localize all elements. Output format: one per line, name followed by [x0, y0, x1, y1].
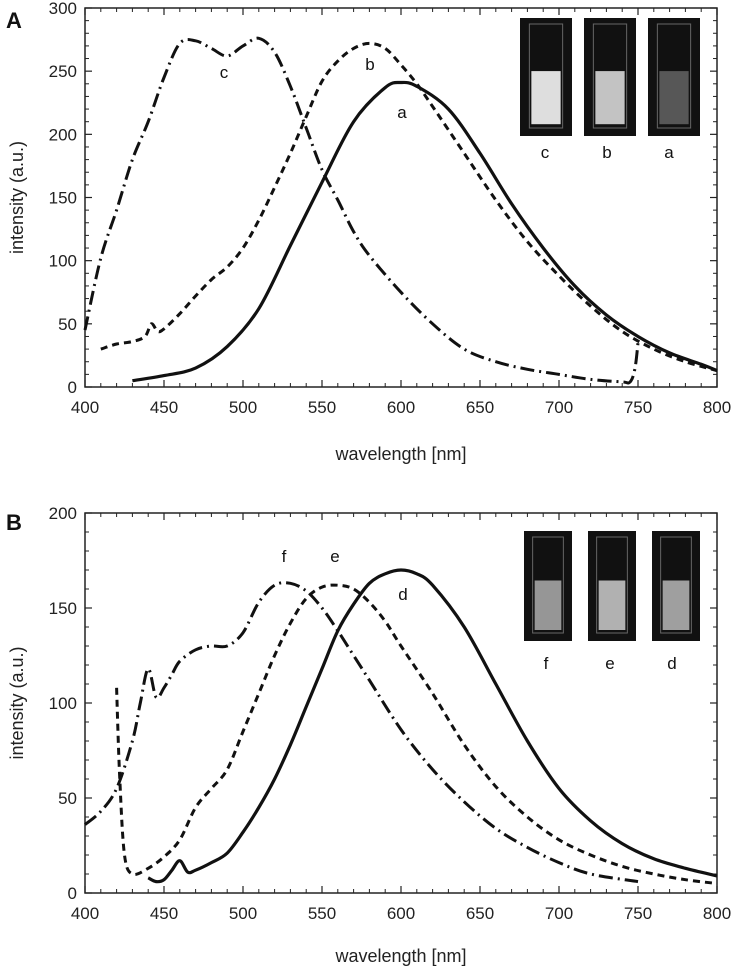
- cuvette-outline: [596, 536, 628, 634]
- cuvette-liquid: [662, 580, 690, 630]
- y-tick-label: 100: [49, 252, 77, 271]
- x-tick-label: 600: [387, 904, 415, 923]
- y-tick-label: 200: [49, 125, 77, 144]
- cuvette-label-d: d: [667, 654, 676, 673]
- y-tick-label: 100: [49, 694, 77, 713]
- series-label-e: e: [330, 547, 339, 566]
- x-tick-label: 400: [71, 398, 99, 417]
- x-tick-label: 550: [308, 904, 336, 923]
- series-label-f: f: [282, 547, 287, 566]
- cuvette-photo-e: e: [588, 531, 636, 673]
- series-line-e: [115, 583, 718, 885]
- x-tick-label: 550: [308, 398, 336, 417]
- y-tick-label: 50: [58, 789, 77, 808]
- x-axis-label: wavelength [nm]: [334, 444, 466, 464]
- cuvette-outline: [656, 23, 692, 129]
- x-tick-label: 500: [229, 398, 257, 417]
- cuvette-label-a: a: [664, 143, 674, 162]
- x-tick-label: 800: [703, 904, 731, 923]
- series-label-b: b: [365, 55, 374, 74]
- y-tick-label: 200: [49, 504, 77, 523]
- series-line-b: [100, 41, 718, 373]
- x-tick-label: 800: [703, 398, 731, 417]
- x-tick-label: 400: [71, 904, 99, 923]
- cuvette-outline: [592, 23, 628, 129]
- series-line-a: [132, 80, 718, 383]
- x-tick-label: 650: [466, 398, 494, 417]
- series-label-d: d: [398, 585, 407, 604]
- chart-panel-A: 400 450 500 550 600 650 700 750 800 0 50 100 150 200 2…: [6, 0, 731, 464]
- x-tick-label: 450: [150, 904, 178, 923]
- cuvette-label-b: b: [602, 143, 611, 162]
- cuvette-photo-b: b: [584, 18, 636, 162]
- cuvette-label-e: e: [605, 654, 614, 673]
- cuvette-label-c: c: [541, 143, 550, 162]
- y-tick-label: 50: [58, 315, 77, 334]
- cuvette-liquid: [531, 71, 561, 125]
- series-line-f: [84, 581, 639, 884]
- cuvette-label-f: f: [544, 654, 549, 673]
- x-tick-label: 750: [624, 398, 652, 417]
- y-tick-label: 0: [68, 884, 77, 903]
- cuvette-liquid: [534, 580, 562, 630]
- x-tick-label: 600: [387, 398, 415, 417]
- x-axis-label: wavelength [nm]: [334, 946, 466, 966]
- cuvette-photo-a: a: [648, 18, 700, 162]
- y-tick-label: 0: [68, 378, 77, 397]
- cuvette-liquid: [659, 71, 689, 125]
- cuvette-photo-c: c: [520, 18, 572, 162]
- y-tick-label: 300: [49, 0, 77, 18]
- x-tick-label: 500: [229, 904, 257, 923]
- x-tick-label: 450: [150, 398, 178, 417]
- y-tick-label: 150: [49, 189, 77, 208]
- y-tick-label: 150: [49, 599, 77, 618]
- y-axis-label: intensity (a.u.): [7, 646, 27, 759]
- panel-label: A: [6, 8, 22, 33]
- cuvette-liquid: [598, 580, 626, 630]
- cuvette-outline: [532, 536, 564, 634]
- y-tick-label: 250: [49, 62, 77, 81]
- x-tick-label: 750: [624, 904, 652, 923]
- x-tick-label: 700: [545, 398, 573, 417]
- chart-panel-B: 400 450 500 550 600 650 700 750 800 0 50 100 150 200 w…: [6, 504, 731, 966]
- cuvette-outline: [660, 536, 692, 634]
- x-tick-label: 700: [545, 904, 573, 923]
- x-tick-label: 650: [466, 904, 494, 923]
- cuvette-photo-d: d: [652, 531, 700, 673]
- series-label-a: a: [397, 103, 407, 122]
- cuvette-liquid: [595, 71, 625, 125]
- panel-label: B: [6, 510, 22, 535]
- y-axis-label: intensity (a.u.): [7, 141, 27, 254]
- series-label-c: c: [220, 63, 229, 82]
- cuvette-photo-f: f: [524, 531, 572, 673]
- cuvette-outline: [528, 23, 564, 129]
